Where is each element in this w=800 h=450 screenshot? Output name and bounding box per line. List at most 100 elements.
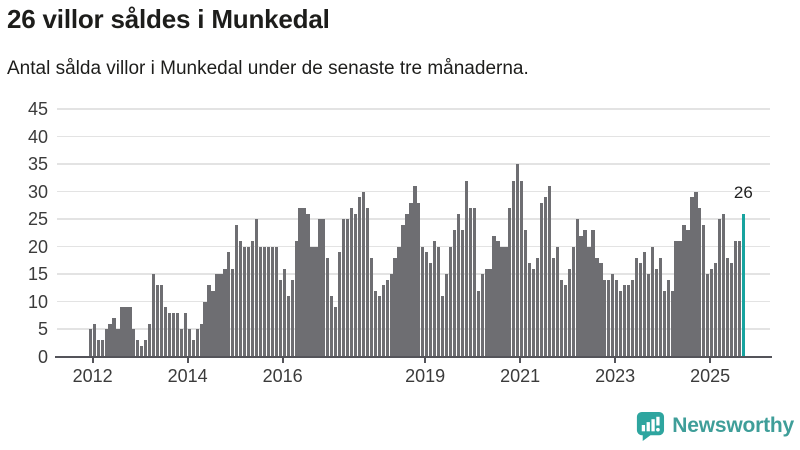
bar <box>152 274 156 357</box>
bar <box>298 208 302 357</box>
bar <box>512 180 516 357</box>
bar <box>243 246 247 357</box>
bar <box>286 296 290 357</box>
bar <box>187 329 191 357</box>
bar <box>389 274 393 357</box>
bar <box>421 246 425 357</box>
bar <box>175 312 180 357</box>
bar <box>480 274 484 357</box>
bar <box>484 268 488 357</box>
bar <box>231 268 235 357</box>
bar <box>452 230 457 357</box>
bar <box>342 219 346 357</box>
bar <box>326 257 330 357</box>
y-axis-label: 10 <box>27 291 48 312</box>
bar <box>619 290 623 357</box>
bar <box>155 285 160 357</box>
bar <box>266 246 271 357</box>
bar <box>492 235 496 357</box>
bar <box>623 285 627 357</box>
bar <box>417 202 421 357</box>
bar <box>302 208 306 357</box>
chart-subtitle: Antal sålda villor i Munkedal under de s… <box>7 58 529 79</box>
bar <box>425 252 429 357</box>
bar <box>159 285 164 357</box>
bar <box>547 186 552 357</box>
bar <box>611 274 615 357</box>
bar <box>634 257 639 357</box>
bar <box>397 246 401 357</box>
bar <box>195 329 199 357</box>
bar <box>294 241 298 357</box>
bar <box>615 279 619 357</box>
bar <box>595 257 599 357</box>
bar <box>440 296 445 357</box>
bar <box>258 246 263 357</box>
bar <box>96 340 100 357</box>
y-axis-label: 40 <box>27 126 48 147</box>
bar <box>128 307 132 357</box>
bar <box>710 268 714 357</box>
y-axis-label: 35 <box>27 154 48 174</box>
bar <box>349 208 354 357</box>
bar <box>322 219 326 357</box>
y-axis-label: 45 <box>27 99 48 119</box>
bar <box>539 202 544 357</box>
bar <box>100 340 104 357</box>
bar <box>104 329 108 357</box>
bar <box>516 164 520 357</box>
x-axis-label: 2016 <box>262 366 303 386</box>
bar <box>567 268 571 357</box>
bar <box>551 257 556 357</box>
bar <box>270 246 275 357</box>
bar <box>721 213 726 357</box>
bar <box>120 307 124 357</box>
bar <box>369 257 373 357</box>
bar <box>571 246 575 357</box>
x-axis-tick <box>424 358 427 363</box>
bar <box>167 312 172 357</box>
bar <box>247 246 251 357</box>
bar <box>464 180 468 357</box>
bar <box>543 197 548 357</box>
bar <box>646 274 651 357</box>
bar <box>706 274 710 357</box>
x-axis-label: 2012 <box>72 366 113 386</box>
bar <box>413 186 417 357</box>
bar <box>124 307 128 357</box>
bar <box>658 257 662 357</box>
bar <box>737 241 742 357</box>
bar <box>456 213 461 357</box>
newsworthy-logo[interactable]: Newsworthy <box>634 410 794 441</box>
bar <box>357 197 362 357</box>
x-axis-label: 2023 <box>595 366 636 386</box>
x-axis-tick <box>614 358 617 363</box>
page-title: 26 villor såldes i Munkedal <box>7 4 330 34</box>
x-axis-label: 2021 <box>500 366 541 386</box>
bar <box>254 219 259 357</box>
bar <box>148 323 152 357</box>
bar <box>239 241 243 357</box>
bar <box>290 279 294 357</box>
bar <box>381 285 385 357</box>
bar <box>508 208 512 357</box>
highlight-bar <box>741 213 746 357</box>
bar <box>555 246 559 357</box>
bar <box>531 268 536 357</box>
bar <box>662 290 666 357</box>
bar <box>132 329 136 357</box>
bar <box>678 241 682 357</box>
bar <box>191 340 195 357</box>
bar <box>694 191 698 357</box>
y-axis-label: 15 <box>27 264 48 284</box>
bar <box>468 208 472 357</box>
bar <box>460 230 464 357</box>
bar <box>405 213 409 357</box>
y-axis-label: 30 <box>27 181 48 202</box>
bar <box>409 202 413 357</box>
y-axis-label: 20 <box>27 236 48 257</box>
bar <box>528 263 532 357</box>
bar <box>215 274 219 357</box>
bar <box>559 279 563 357</box>
bar <box>338 252 342 357</box>
